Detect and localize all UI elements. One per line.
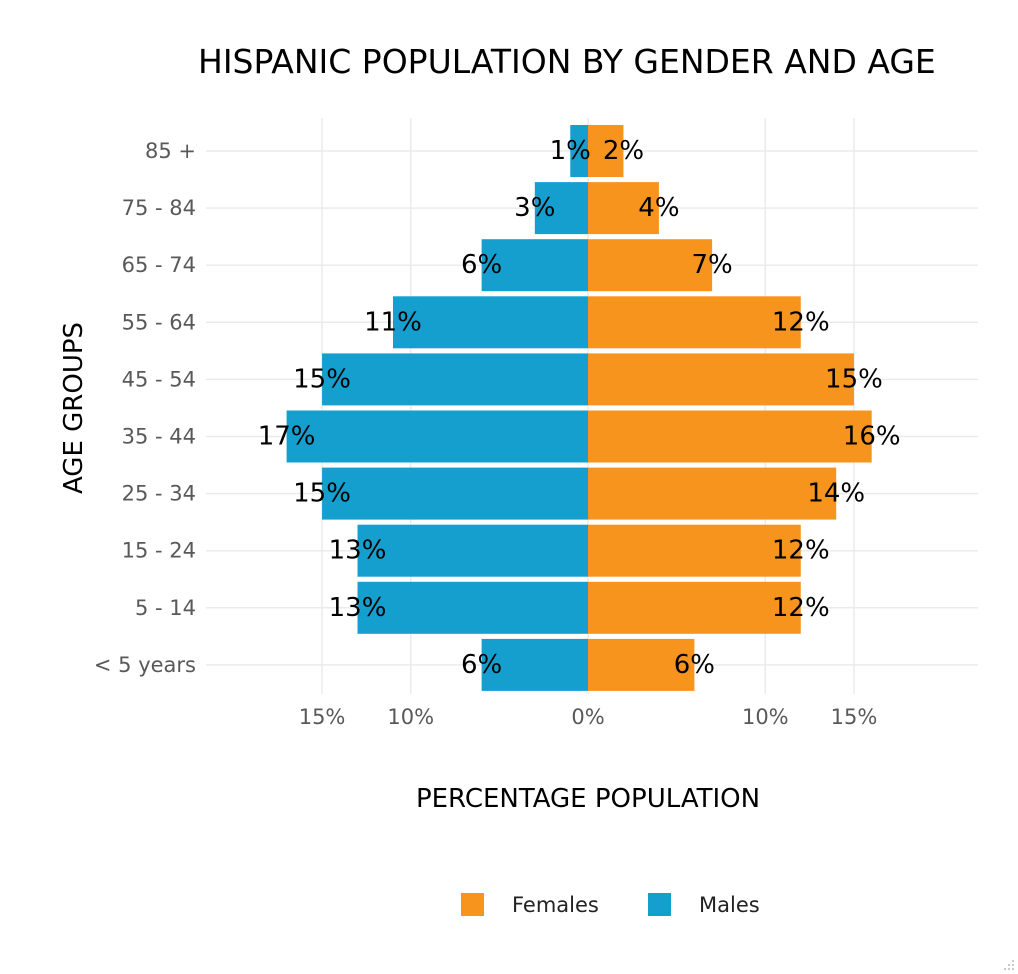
bar-females — [588, 410, 872, 463]
bar-males — [322, 467, 588, 520]
value-label-females: 12% — [772, 536, 830, 566]
x-tick-label: 10% — [387, 705, 434, 729]
y-tick-label: < 5 years — [94, 653, 196, 677]
y-tick-label: 25 - 34 — [122, 482, 196, 506]
x-tick-label: 15% — [299, 705, 346, 729]
legend-label-males: Males — [699, 893, 760, 917]
bar-males — [357, 524, 588, 577]
value-label-males: 3% — [514, 193, 555, 223]
bar-females — [588, 524, 801, 577]
value-label-males: 15% — [293, 479, 351, 509]
value-label-females: 16% — [843, 422, 901, 452]
bar-females — [588, 638, 695, 691]
bar-males — [481, 638, 588, 691]
y-tick-label: 5 - 14 — [135, 596, 196, 620]
value-label-males: 13% — [329, 593, 387, 623]
chart-title: HISPANIC POPULATION BY GENDER AND AGE — [198, 42, 936, 81]
value-label-males: 13% — [329, 536, 387, 566]
x-axis-title: PERCENTAGE POPULATION — [416, 784, 760, 814]
legend: Females Males — [461, 893, 760, 917]
y-tick-label: 85 + — [145, 139, 196, 163]
y-tick-label: 15 - 24 — [122, 539, 196, 563]
bar-females — [588, 581, 801, 634]
y-tick-label: 75 - 84 — [122, 196, 196, 220]
value-label-males: 6% — [461, 650, 502, 680]
bar-males — [392, 296, 588, 349]
bar-females — [588, 125, 624, 177]
bar-males — [286, 410, 588, 463]
resize-grip-icon[interactable] — [1004, 960, 1014, 970]
value-label-females: 14% — [807, 479, 865, 509]
value-label-layer: 1% 2% 3% 4% 6% 7% 11% 12% 15% 15% 17% 16% 15% 14% 13% 1… — [258, 136, 901, 680]
x-tick-label: 15% — [831, 705, 878, 729]
y-axis-title: AGE GROUPS — [59, 322, 89, 494]
bar-females — [588, 467, 837, 520]
value-label-females: 12% — [772, 593, 830, 623]
y-tick-label: 65 - 74 — [122, 253, 196, 277]
value-label-females: 4% — [638, 193, 679, 223]
bar-females — [588, 353, 854, 406]
bar-females — [588, 296, 801, 349]
bar-males — [357, 581, 588, 634]
bar-males — [570, 125, 588, 177]
bar-males — [481, 239, 588, 292]
legend-swatch-males — [648, 893, 671, 916]
value-label-females: 7% — [691, 250, 732, 280]
legend-label-females: Females — [512, 893, 599, 917]
value-label-males: 15% — [293, 364, 351, 394]
x-tick-label: 0% — [571, 705, 604, 729]
y-tick-label: 55 - 64 — [122, 310, 196, 334]
value-label-females: 2% — [603, 136, 644, 166]
x-tick-layer: 15% 10% 0% 10% 15% — [299, 705, 878, 729]
value-label-males: 11% — [364, 307, 422, 337]
value-label-males: 17% — [258, 422, 316, 452]
value-label-females: 6% — [674, 650, 715, 680]
x-tick-label: 10% — [742, 705, 789, 729]
bar-females — [588, 239, 713, 292]
value-label-females: 15% — [825, 364, 883, 394]
bar-females — [588, 182, 659, 235]
y-tick-layer: 85 + 75 - 84 65 - 74 55 - 64 45 - 54 35 - 44 2… — [94, 139, 196, 677]
value-label-males: 1% — [550, 136, 591, 166]
bar-males — [534, 182, 588, 235]
value-label-males: 6% — [461, 250, 502, 280]
legend-swatch-females — [461, 893, 484, 916]
bar-males — [322, 353, 588, 406]
y-tick-label: 35 - 44 — [122, 425, 196, 449]
value-label-females: 12% — [772, 307, 830, 337]
bar-layer — [286, 125, 872, 691]
y-tick-label: 45 - 54 — [122, 367, 196, 391]
